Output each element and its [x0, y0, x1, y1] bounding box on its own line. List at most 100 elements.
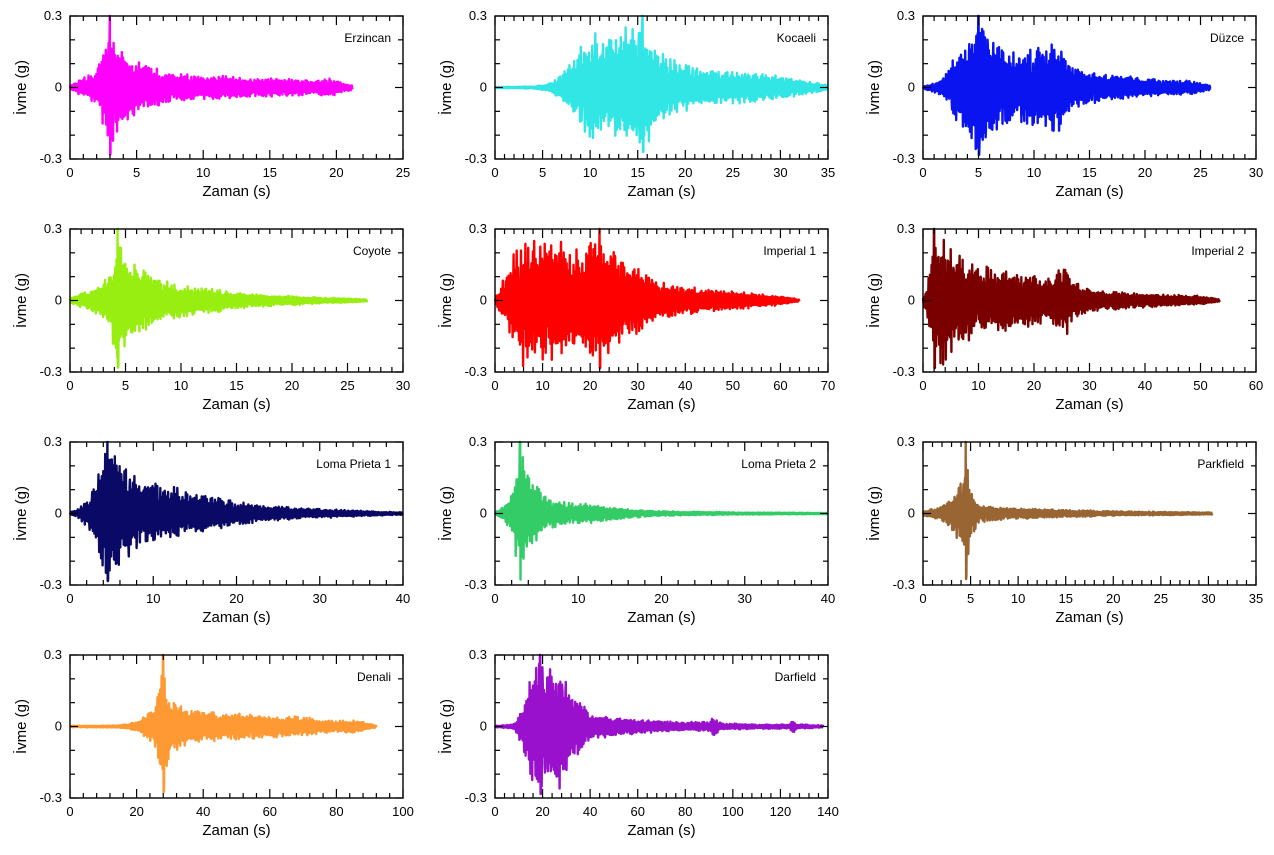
x-tick-label: 25: [1154, 591, 1168, 606]
x-tick-label: 10: [174, 378, 188, 393]
x-tick-label: 0: [491, 804, 498, 819]
x-tick-label: 0: [491, 378, 498, 393]
y-axis-label: İvme (g): [437, 273, 455, 328]
x-tick-label: 60: [1249, 378, 1263, 393]
y-axis-label: İvme (g): [437, 699, 455, 754]
chart-panel-8: 0 5 10 15 20 25 30 35 -0.3 0 0.3 Zaman (s) İvme (g) P…: [865, 434, 1263, 626]
series-line-2: [922, 14, 1212, 157]
station-label: Düzce: [1210, 31, 1244, 45]
y-tick-label: -0.3: [40, 577, 62, 592]
y-tick-label: 0: [908, 506, 915, 521]
x-tick-label: 0: [491, 165, 498, 180]
station-label: Denali: [357, 670, 391, 684]
y-tick-label: 0.3: [469, 434, 487, 449]
y-tick-label: 0: [480, 506, 487, 521]
y-tick-label: 0: [55, 506, 62, 521]
x-tick-label: 70: [821, 378, 835, 393]
x-tick-label: 100: [392, 804, 414, 819]
x-tick-label: 5: [975, 165, 982, 180]
x-tick-label: 35: [821, 165, 835, 180]
x-tick-label: 15: [229, 378, 243, 393]
series-line-6: [68, 440, 404, 583]
station-label: Parkfield: [1197, 457, 1244, 471]
x-axis-label: Zaman (s): [627, 396, 695, 413]
y-axis-label: İvme (g): [12, 699, 30, 754]
station-label: Erzincan: [344, 31, 391, 45]
x-tick-label: 140: [817, 804, 839, 819]
x-tick-label: 30: [773, 165, 787, 180]
series-line-1: [494, 14, 830, 154]
x-tick-label: 50: [726, 378, 740, 393]
x-tick-label: 30: [1082, 378, 1096, 393]
y-tick-label: 0: [908, 80, 915, 95]
y-tick-label: 0.3: [897, 434, 915, 449]
x-tick-label: 25: [1193, 165, 1207, 180]
y-tick-label: -0.3: [893, 364, 915, 379]
x-tick-label: 10: [583, 165, 597, 180]
x-tick-label: 25: [340, 378, 354, 393]
x-tick-label: 30: [396, 378, 410, 393]
x-tick-label: 15: [1058, 591, 1072, 606]
y-tick-label: 0: [908, 293, 915, 308]
y-tick-label: 0: [480, 80, 487, 95]
y-axis-label: İvme (g): [865, 486, 883, 541]
chart-panel-4: 0 10 20 30 40 50 60 70 -0.3 0 0.3 Zaman (s) İvme (g)…: [437, 221, 835, 413]
x-tick-label: 10: [1011, 591, 1025, 606]
station-label: Coyote: [353, 244, 391, 258]
x-tick-label: 25: [396, 165, 410, 180]
x-tick-label: 40: [583, 804, 597, 819]
x-tick-label: 40: [396, 591, 410, 606]
station-label: Kocaeli: [777, 31, 816, 45]
chart-panel-5: 0 10 20 30 40 50 60 -0.3 0 0.3 Zaman (s) İvme (g) Im…: [865, 221, 1263, 413]
station-label: Darfield: [775, 670, 816, 684]
station-label: Imperial 2: [1191, 244, 1244, 258]
x-tick-label: 5: [967, 591, 974, 606]
x-tick-label: 10: [971, 378, 985, 393]
y-tick-label: -0.3: [893, 151, 915, 166]
y-tick-label: -0.3: [40, 364, 62, 379]
y-tick-label: 0.3: [897, 8, 915, 23]
x-tick-label: 15: [630, 165, 644, 180]
series-line-8: [921, 440, 1214, 581]
x-tick-label: 100: [722, 804, 744, 819]
x-tick-label: 10: [1027, 165, 1041, 180]
series-line-3: [68, 227, 369, 369]
y-tick-label: 0.3: [469, 221, 487, 236]
x-axis-label: Zaman (s): [202, 822, 270, 839]
x-tick-label: 20: [229, 591, 243, 606]
x-axis-label: Zaman (s): [202, 183, 270, 200]
y-tick-label: 0.3: [469, 8, 487, 23]
x-tick-label: 20: [329, 165, 343, 180]
series-line-0: [68, 14, 354, 156]
station-label: Imperial 1: [763, 244, 816, 258]
x-tick-label: 0: [919, 165, 926, 180]
x-tick-label: 120: [770, 804, 792, 819]
chart-panel-9: 0 20 40 60 80 100 -0.3 0 0.3 Zaman (s) İvme (g) Den…: [12, 647, 414, 839]
x-tick-label: 20: [583, 378, 597, 393]
x-tick-label: 35: [1249, 591, 1263, 606]
x-tick-label: 0: [66, 804, 73, 819]
x-tick-label: 20: [535, 804, 549, 819]
y-tick-label: 0.3: [44, 434, 62, 449]
x-tick-label: 20: [1106, 591, 1120, 606]
x-tick-label: 20: [285, 378, 299, 393]
x-tick-label: 30: [1249, 165, 1263, 180]
series-line-5: [921, 227, 1221, 370]
x-tick-label: 80: [678, 804, 692, 819]
y-tick-label: 0.3: [44, 221, 62, 236]
x-axis-label: Zaman (s): [627, 822, 695, 839]
series-line-7: [494, 440, 829, 581]
x-axis-label: Zaman (s): [202, 609, 270, 626]
x-tick-label: 20: [1027, 378, 1041, 393]
y-tick-label: -0.3: [465, 151, 487, 166]
y-axis-label: İvme (g): [12, 60, 30, 115]
y-axis-label: İvme (g): [437, 60, 455, 115]
y-tick-label: -0.3: [465, 364, 487, 379]
x-tick-label: 10: [146, 591, 160, 606]
x-tick-label: 40: [196, 804, 210, 819]
series-line-10: [493, 653, 825, 796]
y-tick-label: -0.3: [465, 790, 487, 805]
chart-panel-7: 0 10 20 30 40 -0.3 0 0.3 Zaman (s) İvme (g) Loma P…: [437, 434, 835, 626]
y-axis-label: İvme (g): [865, 60, 883, 115]
